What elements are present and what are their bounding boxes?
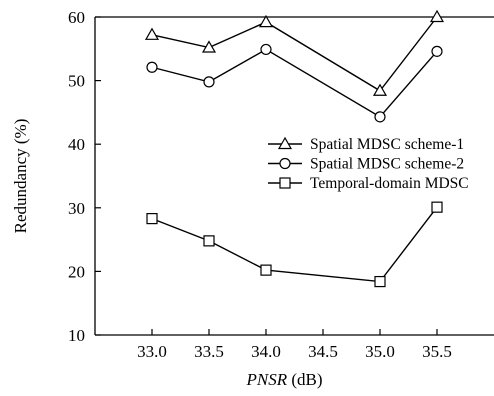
y-tick-label: 50	[68, 72, 85, 91]
x-tick-label: 34.0	[251, 342, 281, 361]
x-axis-title: PNSR (dB)	[245, 370, 322, 389]
legend-entry: Spatial MDSC scheme-1	[268, 136, 464, 153]
y-tick-label: 60	[68, 8, 85, 27]
series-group	[144, 9, 445, 288]
legend-label: Temporal-domain MDSC	[310, 175, 469, 192]
x-axis-title-unit: (dB)	[287, 370, 322, 389]
y-tick-label: 20	[68, 262, 85, 281]
square-marker	[374, 275, 386, 288]
triangle-marker	[201, 40, 217, 53]
series-square	[146, 201, 443, 288]
circle-marker	[279, 157, 291, 170]
series-line	[151, 206, 438, 283]
y-axis-title: Redundancy (%)	[11, 119, 30, 234]
circle-marker	[431, 45, 443, 57]
triangle-marker	[429, 9, 445, 23]
triangle-marker	[372, 83, 388, 96]
ticks: 10 20 30 40 50 60 33.0 33.5 34.0 34.5 35.0 35.5	[68, 8, 452, 361]
x-tick-label: 33.5	[194, 342, 224, 361]
x-tick-label: 35.0	[365, 342, 395, 361]
legend-label: Spatial MDSC scheme-2	[310, 156, 464, 173]
y-tick-label: 30	[68, 199, 85, 218]
circle-marker	[203, 76, 215, 88]
circle-marker	[374, 111, 386, 123]
square-marker	[279, 177, 291, 189]
y-tick-label: 40	[68, 135, 85, 154]
legend-entry: Temporal-domain MDSC	[268, 175, 469, 192]
y-tick-label: 10	[68, 326, 85, 345]
square-marker	[146, 213, 158, 225]
legend-entry: Spatial MDSC scheme-2	[268, 156, 464, 173]
axes	[94, 16, 494, 336]
triangle-marker	[277, 136, 293, 150]
legend-label: Spatial MDSC scheme-1	[310, 136, 464, 153]
square-marker	[203, 235, 215, 247]
series-circle	[146, 43, 443, 123]
circle-marker	[260, 43, 272, 56]
x-tick-label: 34.5	[308, 342, 338, 361]
series-triangle	[144, 9, 445, 96]
triangle-marker	[144, 27, 160, 40]
x-tick-label: 33.0	[137, 342, 167, 361]
legend: Spatial MDSC scheme-1 Spatial MDSC scheme…	[268, 136, 469, 192]
x-tick-label: 35.5	[422, 342, 452, 361]
series-line	[151, 16, 438, 92]
square-marker	[431, 201, 443, 213]
series-line	[151, 48, 438, 118]
x-axis-title-variable: PNSR	[245, 370, 287, 389]
square-marker	[260, 264, 272, 276]
circle-marker	[146, 61, 158, 73]
triangle-marker	[258, 14, 274, 28]
